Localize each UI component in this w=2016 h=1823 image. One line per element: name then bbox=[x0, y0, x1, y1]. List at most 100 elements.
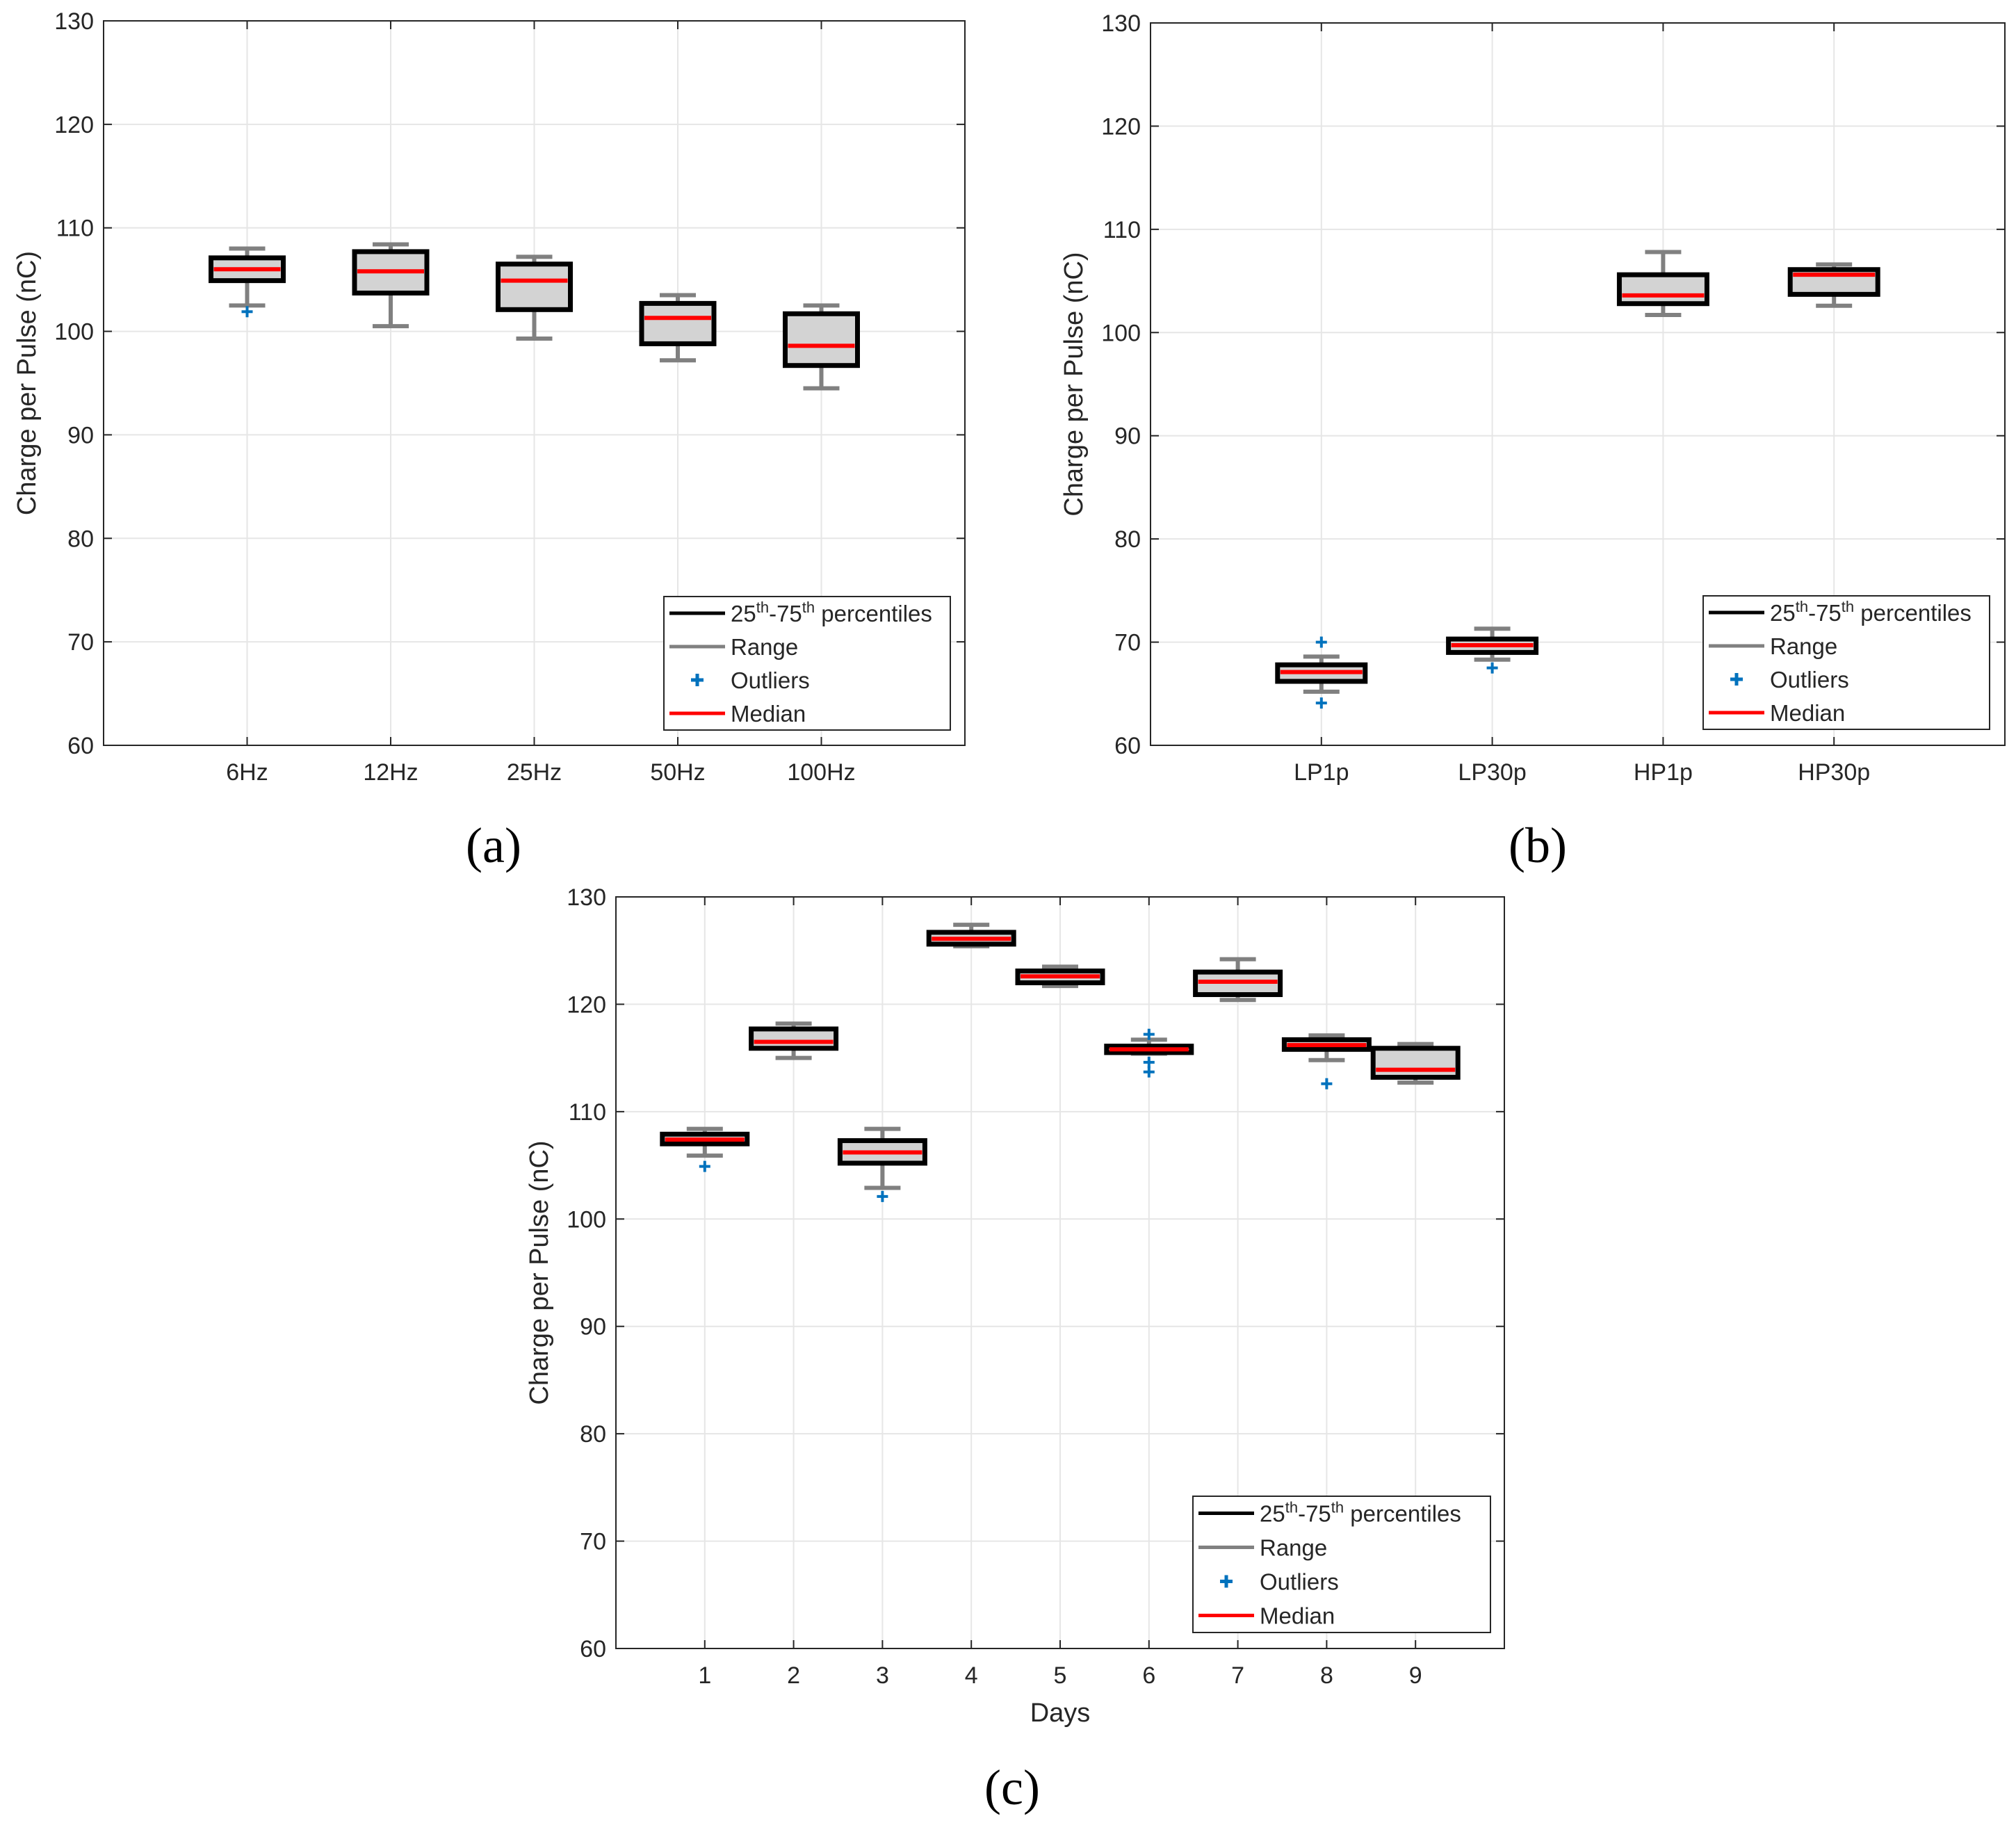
legend-label-part: -75 bbox=[769, 601, 802, 626]
x-axis-label: Days bbox=[1030, 1699, 1091, 1728]
legend-box bbox=[1702, 595, 1990, 730]
x-tick-label: LP1p bbox=[1294, 759, 1349, 786]
panel-b: 60 70 80 90 100 110 120 130 Charge per Pulse (nC… bbox=[1059, 10, 2006, 873]
boxes bbox=[660, 923, 1461, 1202]
y-tick-label: 70 bbox=[1114, 630, 1141, 656]
outlier-point bbox=[1315, 636, 1327, 648]
x-axis: LP1p LP30p HP1p HP30p bbox=[1294, 23, 1870, 786]
legend-label-part: percentiles bbox=[815, 601, 932, 626]
y-axis: 60 70 80 90 100 110 120 130 Charge per Pulse (nC… bbox=[1059, 10, 2005, 759]
y-axis: 60 70 80 90 100 110 120 130 Charge per Pulse (nC… bbox=[13, 8, 965, 759]
x-tick-label: 6Hz bbox=[226, 759, 268, 786]
x-tick-label: 8 bbox=[1320, 1662, 1333, 1689]
legend-item-outliers: Outliers bbox=[691, 667, 810, 693]
box-50Hz bbox=[639, 293, 717, 363]
box-iqr bbox=[496, 261, 573, 312]
legend-label-part: percentiles bbox=[1344, 1501, 1461, 1527]
y-axis-label: Charge per Pulse (nC) bbox=[525, 1140, 554, 1404]
box-HP1p bbox=[1616, 250, 1709, 318]
legend-label-part: th bbox=[756, 599, 769, 616]
y-axis-label: Charge per Pulse (nC) bbox=[1059, 252, 1089, 516]
y-tick-label: 70 bbox=[580, 1529, 606, 1555]
y-tick-label: 120 bbox=[567, 991, 606, 1018]
x-tick-label: 9 bbox=[1409, 1662, 1422, 1689]
box-3 bbox=[837, 1126, 927, 1202]
legend-label-part: 25 bbox=[1770, 600, 1796, 626]
y-tick-label: 120 bbox=[54, 112, 94, 138]
axes-frame bbox=[1150, 22, 2006, 746]
y-tick-label: 110 bbox=[56, 216, 94, 242]
y-tick-label: 90 bbox=[67, 422, 94, 448]
box-LP30p bbox=[1446, 626, 1539, 674]
y-tick-label: 100 bbox=[1101, 320, 1141, 346]
outlier-point bbox=[1143, 1066, 1155, 1078]
outlier-point bbox=[1321, 1078, 1333, 1089]
x-axis: 6Hz 12Hz 25Hz 50Hz 100Hz bbox=[226, 21, 856, 786]
x-tick-label: 12Hz bbox=[363, 759, 418, 786]
legend-label: Range bbox=[731, 634, 798, 660]
boxes bbox=[1275, 250, 1880, 709]
y-tick-label: 90 bbox=[1114, 423, 1141, 450]
y-tick-label: 100 bbox=[54, 319, 94, 346]
box-4 bbox=[926, 923, 1016, 949]
x-axis: 1 2 3 4 5 6 7 8 9 Days bbox=[698, 897, 1422, 1728]
y-tick-label: 130 bbox=[54, 8, 94, 35]
legend-label: 25th-75th percentiles bbox=[1770, 598, 1972, 626]
legend-item-median: Median bbox=[669, 701, 806, 727]
legend-label-part: 25 bbox=[731, 601, 756, 626]
x-tick-label: LP30p bbox=[1458, 759, 1526, 786]
panel-label: (c) bbox=[984, 1760, 1040, 1815]
box-7 bbox=[1193, 957, 1283, 1003]
box-6 bbox=[1104, 1028, 1194, 1078]
x-tick-label: 2 bbox=[787, 1662, 800, 1689]
box-100Hz bbox=[783, 303, 860, 391]
outlier-point bbox=[1315, 697, 1327, 709]
outlier-point bbox=[877, 1190, 888, 1202]
x-tick-label: HP1p bbox=[1634, 759, 1693, 786]
y-tick-label: 120 bbox=[1101, 113, 1141, 140]
box-9 bbox=[1370, 1042, 1461, 1085]
box-iqr bbox=[1370, 1046, 1461, 1080]
box-iqr bbox=[749, 1026, 839, 1051]
y-tick-label: 60 bbox=[1114, 733, 1141, 759]
box-LP1p bbox=[1275, 636, 1368, 709]
legend-label-part: th bbox=[802, 599, 815, 616]
axes-frame bbox=[103, 20, 966, 746]
x-tick-label: 4 bbox=[965, 1662, 978, 1689]
x-tick-label: 1 bbox=[698, 1662, 711, 1689]
box-25Hz bbox=[496, 254, 573, 341]
box-1 bbox=[660, 1126, 750, 1172]
legend-label: Outliers bbox=[731, 667, 810, 693]
y-tick-label: 90 bbox=[580, 1314, 606, 1340]
panel-label: (a) bbox=[466, 818, 521, 873]
outlier-point bbox=[1143, 1028, 1155, 1040]
legend-label: Median bbox=[1770, 700, 1845, 726]
outlier-point bbox=[699, 1160, 710, 1172]
outlier-point bbox=[1486, 662, 1498, 674]
x-tick-label: 3 bbox=[876, 1662, 889, 1689]
y-tick-label: 130 bbox=[567, 884, 606, 911]
legend-label: Median bbox=[731, 701, 806, 727]
y-tick-label: 60 bbox=[67, 733, 94, 759]
axes-frame bbox=[615, 896, 1505, 1649]
box-HP30p bbox=[1787, 262, 1880, 308]
box-12Hz bbox=[352, 242, 430, 329]
legend-label-part: th bbox=[1796, 598, 1808, 615]
y-tick-label: 100 bbox=[567, 1206, 606, 1233]
legend-item-outliers: Outliers bbox=[1220, 1569, 1339, 1595]
legend-label: Outliers bbox=[1260, 1569, 1339, 1595]
box-2 bbox=[749, 1021, 839, 1060]
legend-item-outliers: Outliers bbox=[1730, 667, 1849, 692]
x-tick-label: HP30p bbox=[1798, 759, 1870, 786]
outlier-point bbox=[1143, 1056, 1155, 1068]
y-tick-label: 130 bbox=[1101, 10, 1141, 37]
y-axis: 60 70 80 90 100 110 120 130 Charge per Pulse (nC… bbox=[525, 884, 1504, 1662]
y-tick-label: 110 bbox=[569, 1099, 606, 1126]
panel-label: (b) bbox=[1509, 818, 1567, 873]
x-tick-label: 7 bbox=[1231, 1662, 1244, 1689]
legend-label-part: percentiles bbox=[1854, 600, 1972, 626]
box-iqr bbox=[1616, 272, 1709, 307]
legend-label: Median bbox=[1260, 1603, 1335, 1629]
